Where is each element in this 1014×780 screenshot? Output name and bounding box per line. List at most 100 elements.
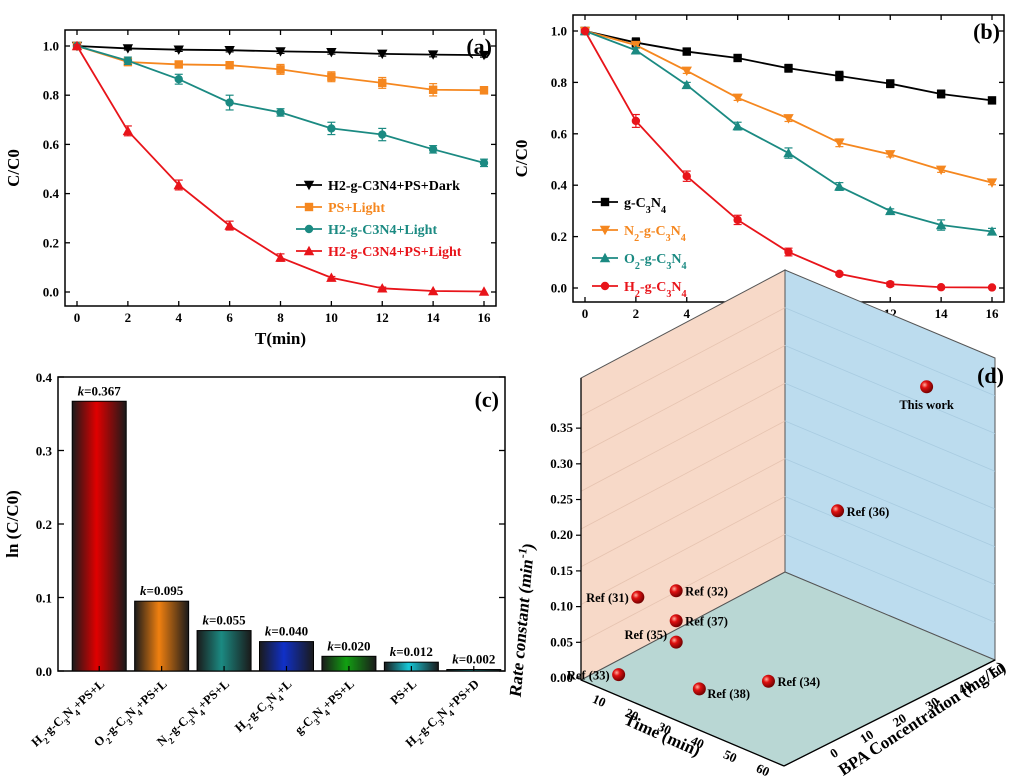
data-point — [783, 147, 794, 158]
point-label: Ref (32) — [685, 585, 728, 599]
bar-value-label: k=0.040 — [265, 624, 308, 639]
data-point — [326, 47, 337, 58]
panel-label: (d) — [977, 363, 1004, 388]
data-point — [123, 56, 133, 65]
text-span: +Light — [396, 223, 437, 238]
text-span: +PS+L — [70, 677, 107, 712]
k-symbol: k — [202, 613, 209, 628]
data-point — [630, 45, 642, 55]
data-point — [935, 165, 947, 175]
data-point — [885, 150, 896, 160]
y-tick-label: 0.6 — [551, 126, 568, 141]
x-tick-label: 8 — [277, 310, 284, 325]
data-point — [428, 85, 438, 94]
text-span: 4 — [389, 179, 396, 194]
rate-axis-label: Rate constant (min-1) — [503, 541, 538, 699]
text-span: 3 — [125, 716, 135, 727]
bar — [71, 400, 127, 672]
text-span: +PS+D — [444, 677, 482, 713]
k-symbol: k — [327, 638, 334, 653]
data-point — [224, 220, 235, 230]
text-span: 4 — [135, 707, 145, 718]
data-point — [225, 98, 234, 107]
y-tick-label: 0.8 — [551, 75, 568, 90]
wall-gridline — [784, 458, 996, 548]
text-span: H — [328, 245, 339, 260]
y-tick-label: 0.2 — [36, 517, 52, 532]
panel-label: (c) — [475, 387, 499, 412]
scatter-point — [761, 674, 775, 688]
legend-label: N2-g-C3N4 — [624, 224, 686, 244]
text-span: 3 — [187, 716, 197, 727]
data-point — [224, 45, 235, 56]
wall-gridline — [784, 307, 996, 397]
bar — [196, 630, 252, 672]
data-point — [681, 66, 692, 77]
data-point — [479, 158, 489, 168]
rate-tick-label: 0.20 — [550, 527, 573, 542]
data-point — [326, 272, 337, 282]
x-axis-label: T(min) — [255, 329, 306, 348]
k-symbol: k — [265, 624, 272, 639]
point-label: Ref (36) — [847, 505, 890, 519]
text-span: 4 — [682, 289, 687, 300]
data-point — [631, 116, 641, 126]
rate-tick-label: 0.05 — [550, 634, 573, 649]
text-span: 2 — [245, 721, 255, 732]
k-symbol: k — [140, 583, 147, 598]
x-tick-label: 0 — [74, 310, 81, 325]
bar-value-label: k=0.095 — [140, 583, 184, 598]
text-span: -g-C — [640, 252, 666, 267]
text-span: 3 — [266, 702, 276, 713]
y-tick-label: 0.4 — [551, 178, 568, 193]
wall-gridline — [580, 496, 786, 605]
rate-label-close: ) — [519, 542, 538, 552]
text-span: N — [671, 280, 681, 295]
text-span: 3 — [372, 179, 379, 194]
text-span: +PS+L — [133, 677, 170, 712]
legend-label: H2-g-C3N4+Light — [328, 223, 437, 238]
text-span: 3 — [372, 223, 379, 238]
legend-marker — [599, 252, 611, 263]
text-span: 4 — [322, 707, 332, 718]
scatter-point — [920, 380, 934, 394]
text-span: N — [651, 196, 661, 211]
scatter-point — [631, 590, 645, 604]
y-tick-label: 0.2 — [551, 229, 567, 244]
data-point — [428, 145, 438, 154]
wall-gridline — [784, 496, 996, 585]
text-span: 2 — [339, 245, 346, 260]
time-tick-label: 30 — [656, 719, 674, 738]
legend-label: H2-g-C3N4 — [624, 280, 687, 300]
wall-gridline — [784, 533, 996, 623]
text-span: 4 — [197, 707, 207, 718]
legend-marker — [600, 281, 610, 291]
k-value: =0.002 — [459, 652, 496, 667]
text-span: PS+Light — [328, 201, 385, 216]
text-span: 2 — [41, 735, 51, 746]
text-span: 2 — [104, 735, 114, 746]
text-span: N — [671, 252, 681, 267]
data-point — [122, 44, 134, 54]
text-span: N — [671, 224, 681, 239]
text-span: O — [624, 252, 635, 267]
data-point — [936, 283, 946, 292]
x-tick-label: 4 — [176, 310, 183, 325]
k-value: =0.020 — [334, 638, 371, 653]
text-span: 3 — [312, 716, 322, 727]
k-value: =0.040 — [271, 624, 308, 639]
bar-value-label: k=0.020 — [327, 638, 370, 653]
scatter-point — [612, 668, 626, 682]
text-span: g-C — [624, 196, 646, 211]
text-span: +PS+L — [195, 677, 232, 712]
panel-label: (b) — [973, 19, 1000, 44]
wall-gridline — [580, 345, 786, 454]
data-point — [276, 65, 285, 74]
y-tick-label: 0.1 — [36, 591, 52, 606]
wall-gridline — [580, 307, 786, 417]
wall-gridline — [784, 345, 996, 434]
text-span: 3 — [436, 717, 446, 728]
text-span: 2 — [339, 223, 346, 238]
data-point — [885, 205, 896, 216]
scatter-point — [669, 635, 683, 649]
